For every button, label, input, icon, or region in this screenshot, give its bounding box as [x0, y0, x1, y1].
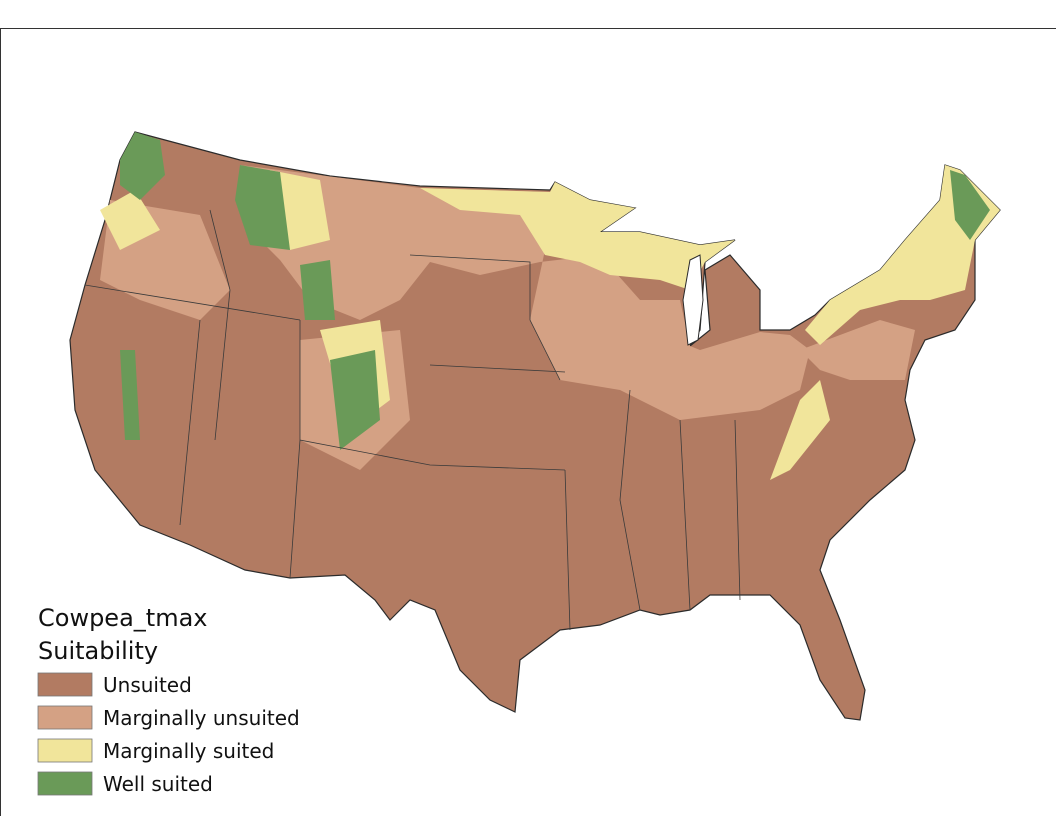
lake-michigan	[682, 254, 704, 346]
legend-swatch	[37, 672, 93, 697]
map	[69, 131, 1001, 721]
legend: Cowpea_tmax Suitability Unsuited Marginally…	[37, 604, 300, 796]
land-marginally-suited	[420, 182, 735, 290]
legend-label: Marginally unsuited	[103, 706, 300, 730]
land-well-suited	[120, 132, 990, 450]
legend-label: Well suited	[103, 772, 213, 796]
legend-swatch	[37, 705, 93, 730]
land-marginally-unsuited	[240, 165, 810, 420]
state-borders	[84, 209, 741, 631]
legend-title: Suitability	[38, 637, 158, 665]
legend-label: Marginally suited	[103, 739, 274, 763]
frame	[0, 28, 1056, 816]
legend-label: Unsuited	[103, 673, 192, 697]
land-marginally-unsuited	[800, 320, 915, 380]
legend-title: Cowpea_tmax	[38, 604, 207, 632]
legend-swatch	[37, 771, 93, 796]
legend-swatch	[37, 738, 93, 763]
land-marginally-suited	[805, 165, 1000, 345]
